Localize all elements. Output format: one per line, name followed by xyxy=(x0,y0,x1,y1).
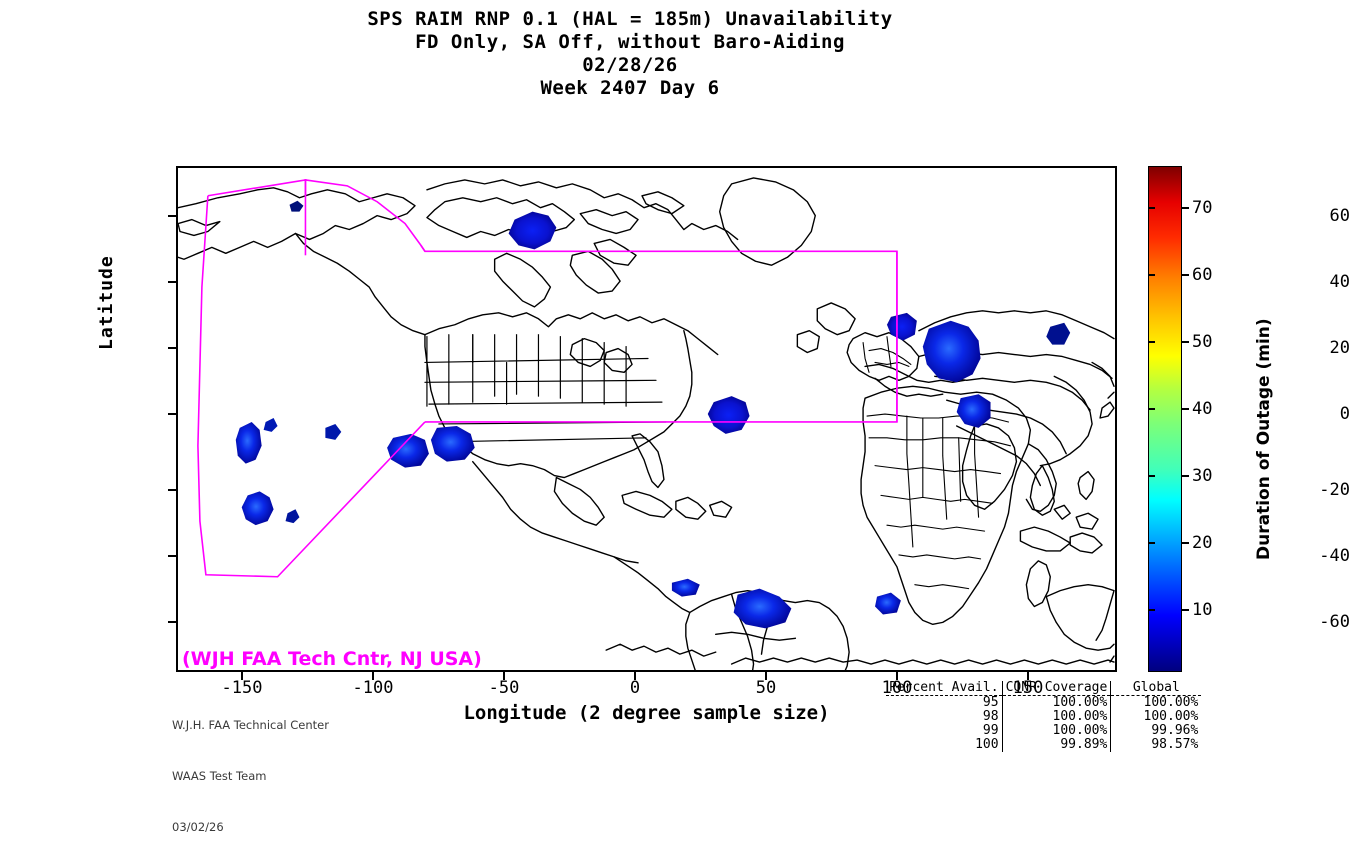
title-line-3-date: 02/28/26 xyxy=(582,54,678,76)
x-tick-mark xyxy=(241,672,243,680)
x-tick-mark xyxy=(1027,672,1029,680)
stats-conr: 99.89% xyxy=(1001,738,1111,752)
stats-percent: 99 xyxy=(982,723,999,738)
footer-line-2: WAAS Test Team xyxy=(172,769,267,783)
colorbar-label-20: 20 xyxy=(1192,533,1213,553)
colorbar-label-60: 60 xyxy=(1192,265,1213,285)
x-tick-label-m150: -150 xyxy=(221,678,263,698)
x-tick-mark xyxy=(765,672,767,680)
stats-global: 100.00% xyxy=(1110,710,1202,724)
colorbar-tick xyxy=(1148,408,1155,410)
conus-coverage-boundary xyxy=(197,178,898,578)
y-tick-mark xyxy=(168,413,176,415)
title-line-2: FD Only, SA Off, without Baro-Aiding xyxy=(415,31,845,53)
footer-line-3: 03/02/26 xyxy=(172,820,224,834)
stats-header-global: Global xyxy=(1110,681,1202,696)
colorbar-tick xyxy=(1182,609,1189,611)
colorbar-label-50: 50 xyxy=(1192,332,1213,352)
y-tick-label-20: 20 xyxy=(1329,338,1350,358)
watermark-text: (WJH FAA Tech Cntr, NJ USA) xyxy=(182,648,482,670)
x-tick-mark xyxy=(503,672,505,680)
colorbar-tick xyxy=(1148,341,1155,343)
y-tick-mark xyxy=(168,555,176,557)
colorbar-tick xyxy=(1182,341,1189,343)
stats-conr: 100.00% xyxy=(1001,710,1111,724)
stats-global: 100.00% xyxy=(1110,695,1202,710)
y-tick-label-40: 40 xyxy=(1329,272,1350,292)
y-tick-label-m60: -60 xyxy=(1319,612,1350,632)
title-line-1: SPS RAIM RNP 0.1 (HAL = 185m) Unavailabi… xyxy=(367,8,893,30)
stats-percent: 98 xyxy=(982,709,999,724)
colorbar-tick xyxy=(1182,408,1189,410)
colorbar-tick xyxy=(1182,207,1189,209)
y-tick-label-0: 0 xyxy=(1339,404,1350,424)
y-axis-title: Latitude xyxy=(96,255,117,350)
stats-conr: 100.00% xyxy=(1001,724,1111,738)
y-tick-mark xyxy=(168,489,176,491)
colorbar xyxy=(1148,166,1182,672)
stats-header-percent-avail: Percent Avail. xyxy=(886,681,1003,696)
stats-percent: 100 xyxy=(975,737,999,752)
y-tick-mark xyxy=(168,621,176,623)
x-tick-label-m50: -50 xyxy=(488,678,520,698)
stats-header-conr-coverage: CONR Coverage xyxy=(1001,681,1111,696)
y-tick-mark xyxy=(168,347,176,349)
stats-global: 98.57% xyxy=(1110,738,1202,752)
x-tick-mark xyxy=(372,672,374,680)
table-row: 98 100.00% 100.00% xyxy=(886,709,1202,724)
colorbar-tick xyxy=(1148,475,1155,477)
colorbar-tick xyxy=(1148,542,1155,544)
x-axis-title: Longitude (2 degree sample size) xyxy=(463,702,830,724)
colorbar-tick xyxy=(1182,475,1189,477)
colorbar-tick xyxy=(1182,542,1189,544)
footer-line-1: W.J.H. FAA Technical Center xyxy=(172,718,329,732)
colorbar-label-40: 40 xyxy=(1192,399,1213,419)
colorbar-label-70: 70 xyxy=(1192,198,1213,218)
x-tick-label-m100: -100 xyxy=(352,678,394,698)
table-row: 95 100.00% 100.00% xyxy=(886,695,1202,710)
world-coastline-layer xyxy=(178,177,1115,670)
y-tick-mark xyxy=(168,281,176,283)
stats-global: 99.96% xyxy=(1110,724,1202,738)
colorbar-title: Duration of Outage (min) xyxy=(1254,318,1274,560)
y-tick-label-60: 60 xyxy=(1329,206,1350,226)
chart-title-block: SPS RAIM RNP 0.1 (HAL = 185m) Unavailabi… xyxy=(0,8,1260,100)
y-tick-label-m40: -40 xyxy=(1319,546,1350,566)
colorbar-tick xyxy=(1182,274,1189,276)
colorbar-tick xyxy=(1148,609,1155,611)
colorbar-tick xyxy=(1148,207,1155,209)
y-tick-mark xyxy=(168,215,176,217)
footer-credit: W.J.H. FAA Technical Center WAAS Test Te… xyxy=(172,683,329,853)
stats-percent: 95 xyxy=(982,695,999,710)
table-row: 100 99.89% 98.57% xyxy=(886,737,1202,752)
table-row: 99 100.00% 99.96% xyxy=(886,723,1202,738)
stats-header-row: Percent Avail. CONR Coverage Global xyxy=(886,681,1202,696)
x-tick-label-50: 50 xyxy=(755,678,777,698)
colorbar-tick xyxy=(1148,274,1155,276)
stats-conr: 100.00% xyxy=(1001,695,1111,710)
outage-duration-layer xyxy=(235,200,1071,629)
x-tick-mark xyxy=(896,672,898,680)
y-tick-label-m20: -20 xyxy=(1319,480,1350,500)
x-tick-mark xyxy=(634,672,636,680)
colorbar-gradient xyxy=(1148,166,1182,672)
availability-stats-table: Percent Avail. CONR Coverage Global 95 1… xyxy=(886,681,1202,752)
x-tick-label-0: 0 xyxy=(629,678,641,698)
colorbar-label-10: 10 xyxy=(1192,600,1213,620)
world-map-plot xyxy=(176,166,1117,672)
title-line-4-week-day: Week 2407 Day 6 xyxy=(540,77,720,99)
colorbar-label-30: 30 xyxy=(1192,466,1213,486)
